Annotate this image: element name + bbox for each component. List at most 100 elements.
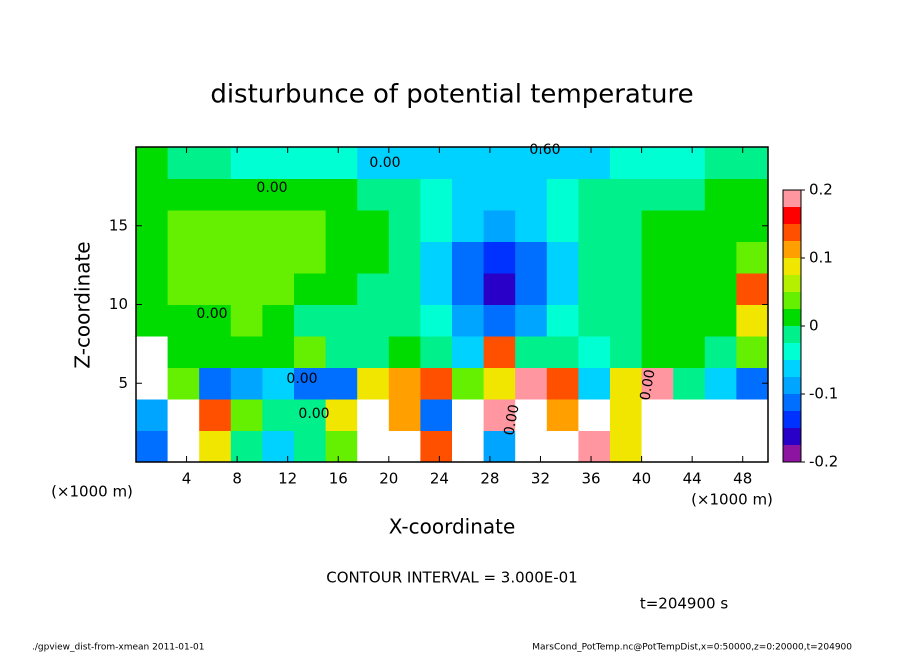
heat-cell xyxy=(167,304,200,337)
heat-cell xyxy=(546,241,579,274)
heat-cell xyxy=(546,147,579,179)
heat-cell xyxy=(388,304,421,337)
heat-cell xyxy=(230,304,263,337)
heat-cell xyxy=(325,304,358,337)
heat-cell xyxy=(610,336,643,368)
y-tick-label: 5 xyxy=(118,374,128,392)
heat-cell xyxy=(325,430,358,463)
contour-label: 0.00 xyxy=(637,368,658,401)
heat-cell xyxy=(704,210,737,242)
heat-cell xyxy=(736,147,769,179)
heat-cell xyxy=(704,273,737,305)
heat-cell xyxy=(167,336,200,368)
heat-cell xyxy=(199,147,232,179)
heat-cell xyxy=(167,241,200,274)
x-axis-label: X-coordinate xyxy=(389,515,516,539)
heat-cell xyxy=(483,178,516,211)
heat-cell xyxy=(167,147,200,179)
heat-cell xyxy=(641,367,674,400)
heat-cell xyxy=(546,430,579,463)
heat-cell xyxy=(388,241,421,274)
heat-cell xyxy=(420,304,453,337)
heat-cell xyxy=(357,210,390,242)
colorbar-swatch xyxy=(783,190,801,207)
heat-cell xyxy=(610,241,643,274)
heat-cell xyxy=(673,399,706,431)
heat-cell xyxy=(736,273,769,305)
colorbar-tick-label: 0.1 xyxy=(809,249,833,267)
x-tick-label: 20 xyxy=(379,470,398,488)
heat-cell xyxy=(704,241,737,274)
heat-cell xyxy=(136,336,169,368)
heat-cell xyxy=(673,367,706,400)
heat-cell xyxy=(230,430,263,463)
y-tick-label: 10 xyxy=(109,295,128,313)
heat-cell xyxy=(325,399,358,431)
heat-cell xyxy=(388,273,421,305)
heat-cell xyxy=(610,430,643,463)
heat-cell xyxy=(578,304,611,337)
heat-cell xyxy=(420,273,453,305)
heat-cell xyxy=(736,336,769,368)
heat-cell xyxy=(673,210,706,242)
heat-cell xyxy=(452,210,485,242)
heat-cell xyxy=(230,367,263,400)
x-tick-label: 8 xyxy=(232,470,242,488)
footer-left: ./gpview_dist-from-xmean 2011-01-01 xyxy=(32,643,204,653)
heat-cell xyxy=(546,210,579,242)
heat-cell xyxy=(388,399,421,431)
heat-cell xyxy=(294,399,327,431)
heat-cell xyxy=(136,430,169,463)
heat-cell xyxy=(262,336,295,368)
heat-cell xyxy=(230,178,263,211)
heat-cell xyxy=(515,304,548,337)
heat-cell xyxy=(483,336,516,368)
heat-cell xyxy=(294,273,327,305)
heat-cell xyxy=(420,241,453,274)
heat-cell xyxy=(515,430,548,463)
x-tick-label: 4 xyxy=(182,470,192,488)
colorbar-swatch xyxy=(783,275,801,292)
colorbar-swatch xyxy=(783,258,801,275)
heat-cell xyxy=(452,304,485,337)
heat-cell xyxy=(294,241,327,274)
heat-cell xyxy=(262,241,295,274)
colorbar-swatch xyxy=(783,207,801,224)
contour-label: 0.60 xyxy=(529,142,560,158)
heat-cell xyxy=(546,367,579,400)
heat-cell xyxy=(546,304,579,337)
heat-cell xyxy=(515,178,548,211)
heat-cell xyxy=(515,367,548,400)
heat-cell xyxy=(420,210,453,242)
heat-cell xyxy=(325,147,358,179)
heat-cell xyxy=(578,147,611,179)
heat-cell xyxy=(262,367,295,400)
heat-cell xyxy=(388,147,421,179)
heat-cell xyxy=(388,210,421,242)
heat-cell xyxy=(262,399,295,431)
heat-cell xyxy=(357,399,390,431)
heat-cell xyxy=(452,399,485,431)
x-tick-label: 32 xyxy=(531,470,550,488)
heat-cell xyxy=(610,178,643,211)
heat-cell xyxy=(736,399,769,431)
heat-cell xyxy=(136,241,169,274)
contour-label: 0.00 xyxy=(256,180,287,196)
heat-cell xyxy=(325,178,358,211)
y-tick-label: 15 xyxy=(109,216,128,234)
heat-cell xyxy=(641,178,674,211)
heat-cell xyxy=(294,367,327,400)
heat-cell xyxy=(199,304,232,337)
heat-cell xyxy=(294,147,327,179)
heat-cell xyxy=(641,304,674,337)
heat-cell xyxy=(325,241,358,274)
heat-cell xyxy=(704,430,737,463)
heat-cell xyxy=(262,210,295,242)
colorbar-swatch xyxy=(783,411,801,428)
heat-cell xyxy=(736,241,769,274)
chart-title: disturbunce of potential temperature xyxy=(210,80,693,110)
heat-cell xyxy=(357,241,390,274)
heat-cell xyxy=(262,304,295,337)
heat-cell xyxy=(167,367,200,400)
heat-cell xyxy=(704,304,737,337)
